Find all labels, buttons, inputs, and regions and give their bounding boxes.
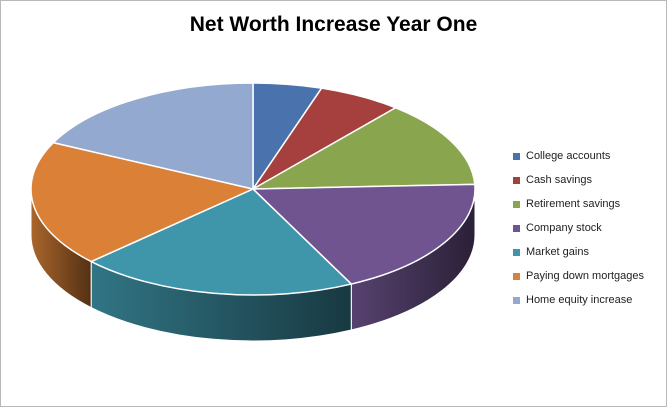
legend-item-cash-savings: Cash savings (513, 168, 644, 192)
chart-title: Net Worth Increase Year One (189, 13, 478, 36)
legend-item-home-equity-increase: Home equity increase (513, 288, 644, 312)
legend-item-market-gains: Market gains (513, 240, 644, 264)
legend-label: Paying down mortgages (526, 270, 645, 282)
legend-swatch (513, 296, 520, 304)
pie-top-faces (30, 82, 476, 296)
legend-label: Company stock (526, 222, 602, 234)
legend-item-retirement-savings: Retirement savings (513, 192, 644, 216)
pie-slice-paying-down-mortgages (30, 141, 254, 263)
legend-label: Market gains (526, 246, 589, 258)
pie-slice-home-equity-increase (52, 82, 254, 190)
legend-item-college-accounts: College accounts (513, 144, 644, 168)
legend-swatch (513, 224, 520, 232)
legend-label: College accounts (526, 150, 611, 162)
legend-swatch (513, 152, 520, 160)
legend-swatch (513, 272, 520, 280)
legend-label: Home equity increase (526, 294, 633, 306)
pie-slice-retirement-savings (252, 107, 476, 190)
legend-label: Retirement savings (526, 198, 621, 210)
chart-legend: College accounts Cash savings Retirement s… (513, 144, 644, 312)
legend-swatch (513, 200, 520, 208)
pie-slice-company-stock (252, 183, 476, 285)
pie-slice-market-gains (90, 188, 353, 296)
legend-item-paying-down-mortgages: Paying down mortgages (513, 264, 644, 288)
legend-swatch (513, 176, 520, 184)
legend-item-company-stock: Company stock (513, 216, 644, 240)
legend-swatch (513, 248, 520, 256)
legend-label: Cash savings (526, 174, 593, 186)
